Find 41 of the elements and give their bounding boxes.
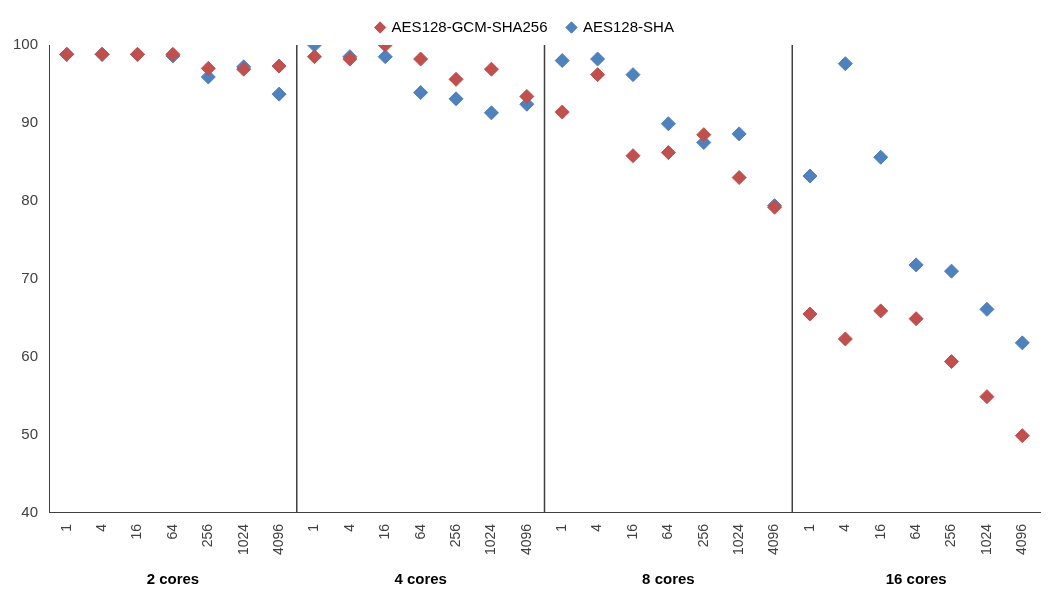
text: 2 cores [146,570,200,588]
x-tick-label: 64 [163,523,180,540]
x-tick-label: 256 [199,523,216,548]
x-tick-label: 4 [340,523,357,532]
y-tick-label: 40 [21,503,39,520]
x-tick-label: 1 [800,523,817,532]
x-tick-label: 4 [836,523,853,532]
text: 8 cores [642,570,695,588]
x-tick-label: 4 [588,523,605,532]
x-tick-label: 4096 [269,523,286,556]
x-tick-label: 1 [553,523,570,532]
x-tick-label: 1 [57,523,74,532]
x-tick-label: 16 [376,523,393,540]
x-tick-label: 1 [305,523,322,532]
y-tick-label: 60 [21,347,39,365]
text: 4 cores [394,570,447,588]
x-tick-label: 256 [446,523,463,548]
x-tick-label: 1024 [482,523,499,556]
y-tick-label: 70 [21,269,39,287]
y-tick-label: 50 [21,425,39,443]
x-tick-label: 64 [906,523,923,540]
y-tick-label: 90 [21,113,39,131]
x-tick-label: 16 [623,523,640,540]
legend-label: AES128-SHA [583,17,674,35]
x-tick-label: 64 [659,523,676,540]
x-tick-label: 4096 [765,523,782,556]
x-tick-label: 4096 [1013,523,1030,556]
x-tick-label: 1024 [234,523,251,556]
x-tick-label: 256 [942,523,959,548]
x-tick-label: 1024 [730,523,747,556]
text: 16 cores [885,570,947,588]
x-tick-label: 4 [92,523,109,532]
legend-label: AES128-GCM-SHA256 [391,17,548,35]
x-tick-label: 64 [411,523,428,540]
x-tick-label: 4096 [517,523,534,556]
x-tick-label: 1024 [977,523,994,556]
y-tick-label: 100 [13,35,39,53]
x-tick-label: 16 [871,523,888,540]
x-tick-label: 256 [694,523,711,548]
x-tick-label: 16 [128,523,145,540]
y-tick-label: 80 [21,191,39,209]
